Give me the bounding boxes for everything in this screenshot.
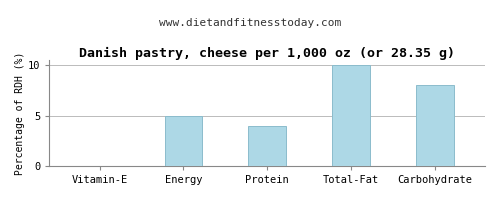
Bar [248, 126, 286, 166]
Y-axis label: Percentage of RDH (%): Percentage of RDH (%) [15, 51, 25, 175]
Bar [332, 65, 370, 166]
Bar [416, 85, 454, 166]
Bar [164, 116, 202, 166]
Text: www.dietandfitnesstoday.com: www.dietandfitnesstoday.com [159, 18, 341, 28]
Title: Danish pastry, cheese per 1,000 oz (or 28.35 g): Danish pastry, cheese per 1,000 oz (or 2… [79, 47, 455, 60]
